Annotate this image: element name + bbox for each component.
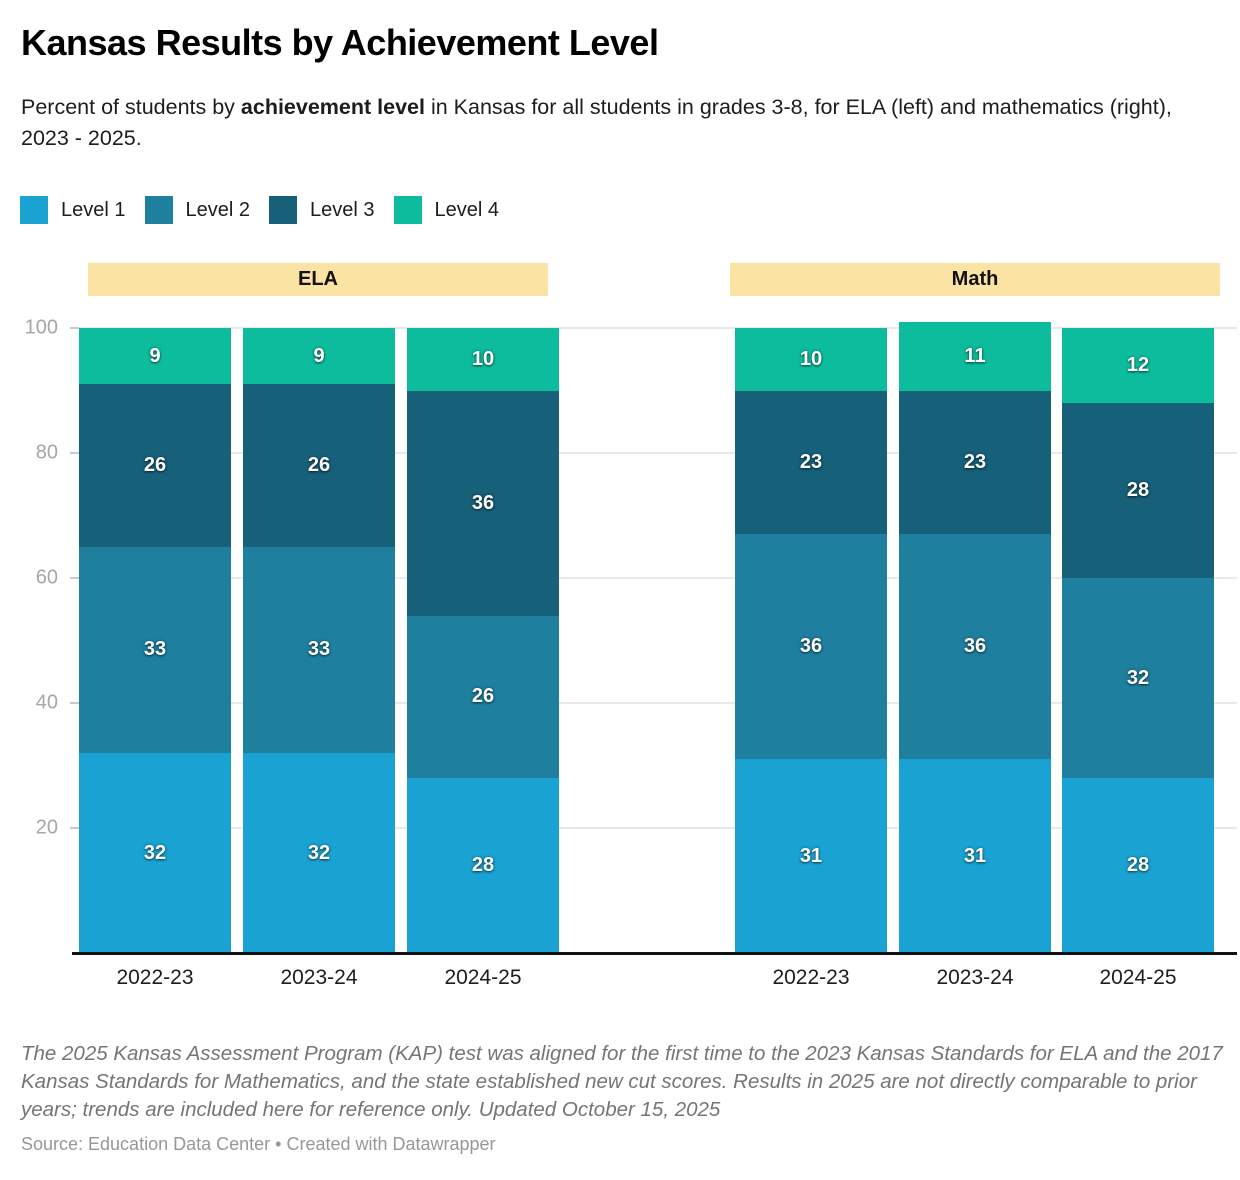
group-header-label: Math bbox=[951, 268, 999, 290]
bar-segment-level-4: 12 bbox=[1062, 328, 1214, 403]
legend-item-label: Level 3 bbox=[310, 198, 375, 221]
bar-segment-level-4: 10 bbox=[407, 328, 559, 391]
legend-item: Level 3 bbox=[269, 196, 375, 224]
chart-subtitle: Percent of students by achievement level… bbox=[21, 92, 1223, 154]
bar-value-label: 26 bbox=[471, 685, 495, 708]
bar-value-label: 28 bbox=[471, 854, 495, 876]
bar-value-label: 23 bbox=[963, 450, 987, 473]
bar-value-label: 10 bbox=[799, 347, 823, 370]
x-axis-label: 2023-24 bbox=[936, 966, 1014, 989]
bar-segment-level-3: 23 bbox=[735, 390, 887, 535]
subtitle-text: Percent of students by bbox=[21, 95, 241, 119]
bar-segment-level-3: 36 bbox=[407, 390, 559, 616]
x-axis-label: 2023-24 bbox=[280, 966, 358, 989]
x-axis-label: 2024-25 bbox=[1099, 966, 1177, 989]
bar-value-label: 31 bbox=[963, 844, 987, 867]
bar-segment-level-3: 26 bbox=[79, 384, 231, 547]
x-axis-label: 2024-25 bbox=[444, 966, 522, 989]
y-axis-label: 40 bbox=[35, 691, 58, 714]
y-gridline bbox=[72, 827, 1237, 829]
bar-segment-level-1: 32 bbox=[243, 753, 395, 953]
bar-segment-level-4: 11 bbox=[899, 321, 1051, 391]
legend-item: Level 1 bbox=[20, 196, 126, 224]
bar-segment-level-1: 28 bbox=[407, 778, 559, 953]
bar-value-label: 12 bbox=[1126, 354, 1150, 376]
bar-value-label: 23 bbox=[799, 450, 823, 473]
bar-value-label: 36 bbox=[963, 635, 987, 658]
bar-value-label: 28 bbox=[1126, 854, 1150, 876]
y-tick bbox=[70, 702, 79, 704]
group-header-band: Math bbox=[730, 263, 1220, 296]
y-tick bbox=[70, 577, 79, 579]
y-tick bbox=[70, 827, 79, 829]
y-axis-label: 60 bbox=[35, 566, 58, 589]
bar-value-label: 26 bbox=[143, 454, 167, 476]
bar-segment-level-1: 31 bbox=[899, 759, 1051, 953]
bar-segment-level-2: 36 bbox=[899, 534, 1051, 760]
legend-item-label: Level 4 bbox=[434, 198, 500, 221]
bar-value-label: 28 bbox=[1126, 479, 1150, 501]
y-axis-label: 80 bbox=[35, 441, 58, 464]
legend-item: Level 4 bbox=[393, 196, 500, 224]
y-gridline bbox=[72, 327, 1237, 329]
bar-segment-level-3: 28 bbox=[1062, 403, 1214, 578]
bar-value-label: 32 bbox=[143, 841, 167, 864]
legend-swatch bbox=[20, 196, 48, 224]
bar-value-label: 33 bbox=[143, 638, 167, 661]
y-tick bbox=[70, 452, 79, 454]
bar-value-label: 10 bbox=[471, 347, 495, 370]
bar-segment-level-1: 28 bbox=[1062, 778, 1214, 953]
legend-swatch bbox=[269, 196, 297, 224]
legend-item-label: Level 1 bbox=[61, 198, 126, 221]
bar-segment-level-3: 26 bbox=[243, 384, 395, 547]
x-axis-baseline bbox=[72, 952, 1237, 955]
bar-segment-level-3: 23 bbox=[899, 390, 1051, 535]
footnote: The 2025 Kansas Assessment Program (KAP)… bbox=[21, 1042, 1223, 1121]
legend-item-label: Level 2 bbox=[185, 198, 251, 221]
bar-segment-level-1: 32 bbox=[79, 753, 231, 953]
bar-value-label: 11 bbox=[964, 344, 986, 367]
legend-item: Level 2 bbox=[144, 196, 251, 224]
chart-area: 20 40 60 80 100 ELA Math 32 33 26 9 2022-23 32 33 26 9 2… bbox=[24, 263, 1237, 989]
bar-segment-level-2: 33 bbox=[243, 546, 395, 753]
x-axis-label: 2022-23 bbox=[116, 966, 194, 989]
bar-value-label: 9 bbox=[149, 344, 161, 367]
bar-value-label: 9 bbox=[313, 344, 325, 367]
bar-value-label: 36 bbox=[471, 491, 495, 514]
bar-value-label: 31 bbox=[799, 844, 823, 867]
y-gridline bbox=[72, 452, 1237, 454]
x-axis-label: 2022-23 bbox=[772, 966, 850, 989]
bar-value-label: 36 bbox=[799, 635, 823, 658]
source-line: Source: Education Data Center • Created … bbox=[21, 1134, 496, 1154]
bar-segment-level-2: 32 bbox=[1062, 578, 1214, 778]
bar-segment-level-4: 9 bbox=[243, 328, 395, 385]
bar-segment-level-4: 10 bbox=[735, 328, 887, 391]
y-gridline bbox=[72, 702, 1237, 704]
bar-segment-level-2: 33 bbox=[79, 546, 231, 753]
bar-value-label: 26 bbox=[307, 454, 331, 476]
chart-title: Kansas Results by Achievement Level bbox=[21, 22, 659, 63]
bar-segment-level-2: 36 bbox=[735, 534, 887, 760]
subtitle-bold-text: achievement level bbox=[240, 95, 425, 119]
bar-segment-level-2: 26 bbox=[407, 615, 559, 778]
y-tick bbox=[70, 327, 79, 329]
bar-value-label: 32 bbox=[1126, 666, 1150, 689]
legend-swatch bbox=[144, 196, 173, 224]
y-gridline bbox=[72, 577, 1237, 579]
legend: Level 1 Level 2 Level 3 Level 4 bbox=[20, 196, 499, 224]
bar-segment-level-1: 31 bbox=[735, 759, 887, 953]
bar-value-label: 33 bbox=[307, 638, 331, 661]
bar-value-label: 32 bbox=[307, 841, 331, 864]
y-axis-label: 20 bbox=[35, 816, 58, 839]
y-axis-label: 100 bbox=[24, 316, 58, 339]
subtitle-text: in Kansas for all students in grades 3-8… bbox=[21, 95, 1172, 150]
legend-swatch bbox=[393, 196, 422, 224]
group-header-band: ELA bbox=[88, 263, 548, 296]
group-header-label: ELA bbox=[298, 268, 338, 290]
bar-segment-level-4: 9 bbox=[79, 328, 231, 385]
